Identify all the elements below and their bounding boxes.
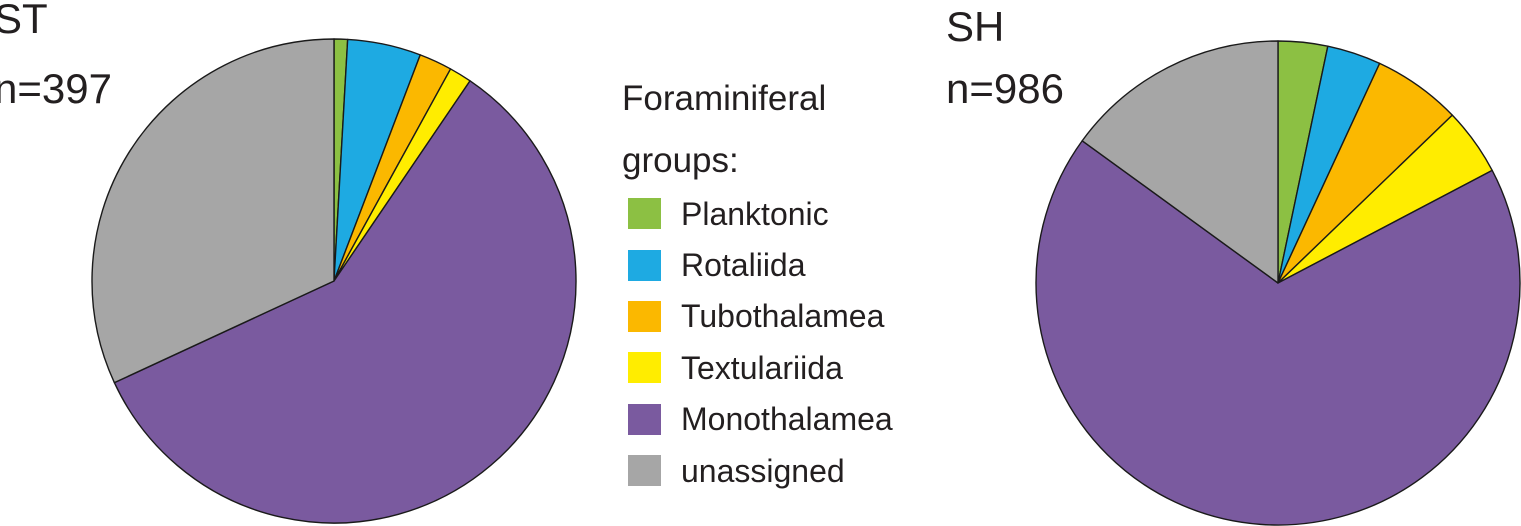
legend-label-unassigned: unassigned xyxy=(681,452,845,489)
legend-item-tubothalamea: Tubothalamea xyxy=(628,291,893,342)
legend-item-textulariida: Textulariida xyxy=(628,342,893,393)
pie-st xyxy=(91,38,577,524)
legend-swatch-planktonic xyxy=(628,198,661,230)
legend-title: Foraminiferal groups: xyxy=(622,68,922,192)
pie-sh-title: SH xyxy=(946,3,1005,50)
legend-swatch-monothalamea xyxy=(628,403,661,435)
pie-sh-slice-unassigned xyxy=(1081,40,1279,284)
legend-swatch-rotaliida xyxy=(628,249,661,281)
legend-label-planktonic: Planktonic xyxy=(681,195,829,232)
pie-sh xyxy=(1035,40,1521,526)
pie-sh-slice-monothalamea xyxy=(1035,140,1521,526)
legend-label-rotaliida: Rotaliida xyxy=(681,247,806,284)
legend-label-tubothalamea: Tubothalamea xyxy=(681,298,885,335)
pie-st-title: ST xyxy=(0,0,48,42)
pie-st-sample-size: n=397 xyxy=(0,65,112,112)
legend-swatch-textulariida xyxy=(628,352,661,384)
legend-title-line2: groups: xyxy=(622,141,739,180)
pie-sh-sample-size: n=986 xyxy=(946,65,1064,112)
legend: Planktonic Rotaliida Tubothalamea Textul… xyxy=(628,188,893,496)
legend-item-unassigned: unassigned xyxy=(628,445,893,496)
legend-label-textulariida: Textulariida xyxy=(681,349,843,386)
legend-swatch-tubothalamea xyxy=(628,300,661,332)
pie-st-slice-unassigned xyxy=(91,38,335,384)
legend-item-planktonic: Planktonic xyxy=(628,188,893,239)
legend-title-line1: Foraminiferal xyxy=(622,79,827,118)
legend-item-rotaliida: Rotaliida xyxy=(628,239,893,290)
pie-st-slice-monothalamea xyxy=(113,80,577,524)
legend-label-monothalamea: Monothalamea xyxy=(681,401,893,438)
legend-swatch-unassigned xyxy=(628,455,661,487)
legend-item-monothalamea: Monothalamea xyxy=(628,394,893,445)
